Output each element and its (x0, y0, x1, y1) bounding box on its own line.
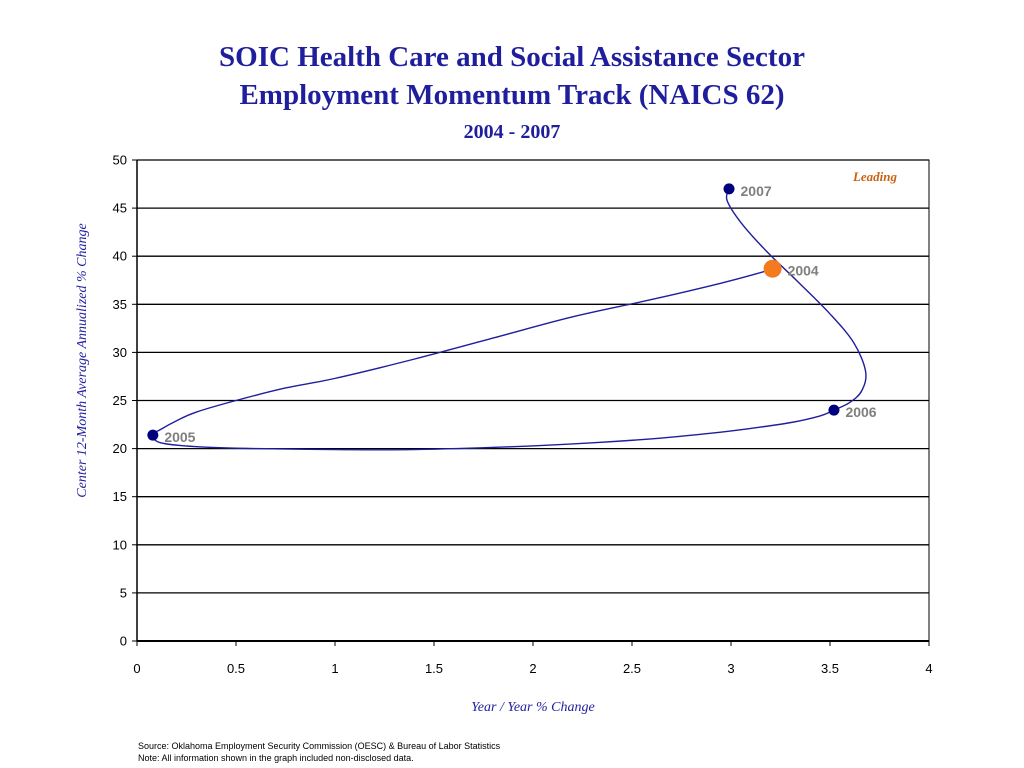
marker-2006 (828, 404, 840, 416)
marker-2007 (723, 183, 735, 195)
footer: Source: Oklahoma Employment Security Com… (138, 740, 500, 764)
x-tick-label-2: 2 (529, 661, 536, 676)
x-tick-label-4: 4 (925, 661, 932, 676)
point-label-2006: 2006 (845, 404, 876, 420)
y-tick-label-0: 0 (120, 634, 127, 649)
momentum-track-line (152, 188, 867, 451)
point-label-2004: 2004 (788, 263, 819, 279)
x-tick-label-0.5: 0.5 (227, 661, 245, 676)
quadrant-label-leading: Leading (852, 169, 898, 184)
point-label-2005: 2005 (164, 429, 195, 445)
x-tick-label-0: 0 (133, 661, 140, 676)
x-axis-title: Year / Year % Change (471, 700, 594, 715)
y-tick-label-30: 30 (113, 345, 127, 360)
x-tick-label-3.5: 3.5 (821, 661, 839, 676)
x-tick-label-1: 1 (331, 661, 338, 676)
marker-2005 (147, 429, 159, 441)
disclosure-note: Note: All information shown in the graph… (138, 753, 414, 763)
y-tick-label-25: 25 (113, 393, 127, 408)
y-tick-label-45: 45 (113, 201, 127, 216)
y-tick-label-15: 15 (113, 489, 127, 504)
x-tick-label-2.5: 2.5 (623, 661, 641, 676)
x-tick-label-3: 3 (727, 661, 734, 676)
source-note: Source: Oklahoma Employment Security Com… (138, 741, 501, 751)
marker-2004 (763, 259, 782, 278)
y-tick-label-5: 5 (120, 585, 127, 600)
x-tick-label-1.5: 1.5 (425, 661, 443, 676)
title-line-1: SOIC Health Care and Social Assistance S… (219, 41, 805, 73)
y-tick-label-20: 20 (113, 441, 127, 456)
y-tick-label-10: 10 (113, 537, 127, 552)
page-title: SOIC Health Care and Social Assistance S… (0, 38, 1024, 114)
y-tick-label-35: 35 (113, 297, 127, 312)
chart-subtitle: 2004 - 2007 (463, 121, 561, 143)
y-tick-label-40: 40 (113, 249, 127, 264)
y-tick-label-50: 50 (113, 153, 127, 168)
y-axis-title: Center 12-Month Average Annualized % Cha… (75, 223, 90, 497)
point-label-2007: 2007 (741, 183, 772, 199)
title-line-2: Employment Momentum Track (NAICS 62) (239, 79, 785, 111)
